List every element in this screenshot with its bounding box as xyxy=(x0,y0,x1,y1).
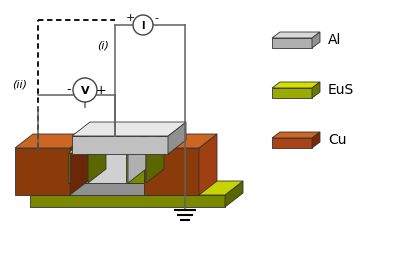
Polygon shape xyxy=(144,134,217,148)
Polygon shape xyxy=(168,122,186,154)
Polygon shape xyxy=(272,88,312,98)
Text: I: I xyxy=(141,21,145,31)
Polygon shape xyxy=(72,122,186,136)
Polygon shape xyxy=(126,153,146,183)
Polygon shape xyxy=(312,32,320,48)
Polygon shape xyxy=(68,153,88,183)
Polygon shape xyxy=(180,169,198,195)
Polygon shape xyxy=(272,132,320,138)
Text: V: V xyxy=(81,86,89,96)
Polygon shape xyxy=(72,136,168,154)
Polygon shape xyxy=(126,139,164,153)
Polygon shape xyxy=(15,134,88,148)
Text: +: + xyxy=(125,13,135,23)
Polygon shape xyxy=(15,148,70,195)
Text: +: + xyxy=(96,83,106,96)
Polygon shape xyxy=(272,138,312,148)
Text: -: - xyxy=(154,13,158,23)
Polygon shape xyxy=(128,134,146,183)
Polygon shape xyxy=(272,82,320,88)
Circle shape xyxy=(133,15,153,35)
Text: (ii): (ii) xyxy=(12,79,28,89)
Text: Cu: Cu xyxy=(328,133,346,147)
Text: -: - xyxy=(67,83,71,96)
Polygon shape xyxy=(86,134,146,148)
Circle shape xyxy=(73,78,97,102)
Polygon shape xyxy=(312,82,320,98)
Polygon shape xyxy=(272,32,320,38)
Polygon shape xyxy=(225,181,243,207)
Polygon shape xyxy=(70,134,88,195)
Polygon shape xyxy=(65,183,180,195)
Text: Al: Al xyxy=(328,33,341,47)
Polygon shape xyxy=(88,139,106,183)
Polygon shape xyxy=(199,134,217,195)
Polygon shape xyxy=(30,195,225,207)
Polygon shape xyxy=(144,148,199,195)
Polygon shape xyxy=(146,139,164,183)
Polygon shape xyxy=(30,181,243,195)
Polygon shape xyxy=(68,139,106,153)
Polygon shape xyxy=(272,38,312,48)
Text: (i): (i) xyxy=(97,40,109,50)
Polygon shape xyxy=(65,169,198,183)
Text: EuS: EuS xyxy=(328,83,354,97)
Polygon shape xyxy=(312,132,320,148)
Polygon shape xyxy=(86,148,128,183)
